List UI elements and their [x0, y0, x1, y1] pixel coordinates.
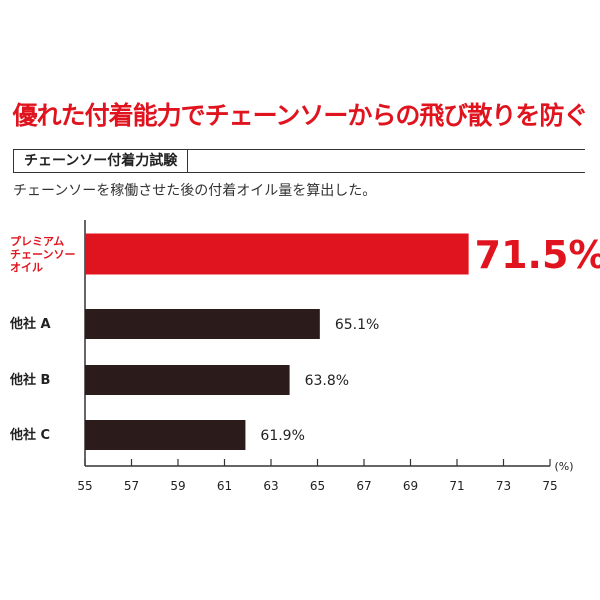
headline: 優れた付着能力でチェーンソーからの飛び散りを防ぐ — [12, 101, 589, 130]
x-tick-label: 67 — [356, 479, 371, 493]
section-header: チェーンソー付着力試験 — [13, 149, 585, 173]
value-label: 71.5% — [475, 233, 600, 277]
x-tick-label: 61 — [217, 479, 232, 493]
x-tick-label: 55 — [77, 479, 92, 493]
value-label: 61.9% — [260, 428, 304, 444]
category-label: 他社 B — [9, 372, 50, 388]
x-unit-label: (%) — [554, 460, 573, 473]
section-label: チェーンソー付着力試験 — [13, 150, 189, 172]
x-tick-label: 65 — [310, 479, 325, 493]
x-tick-label: 69 — [403, 479, 418, 493]
bar — [85, 365, 290, 395]
value-label: 63.8% — [305, 373, 349, 389]
x-tick-label: 71 — [449, 479, 464, 493]
bar — [85, 309, 320, 339]
chart-description: チェーンソーを稼働させた後の付着オイル量を算出した。 — [13, 183, 377, 199]
x-tick-label: 75 — [542, 479, 557, 493]
category-label: 他社 C — [9, 427, 50, 443]
category-label: オイル — [10, 261, 43, 274]
x-tick-label: 57 — [124, 479, 139, 493]
bar — [85, 233, 469, 275]
category-label: 他社 A — [9, 316, 51, 332]
bar — [85, 420, 246, 450]
x-tick-label: 59 — [170, 479, 185, 493]
category-label: プレミアム — [10, 234, 64, 248]
x-tick-label: 63 — [263, 479, 278, 493]
category-label: チェーンソー — [10, 248, 75, 261]
value-label: 65.1% — [335, 317, 379, 333]
x-tick-label: 73 — [496, 479, 511, 493]
